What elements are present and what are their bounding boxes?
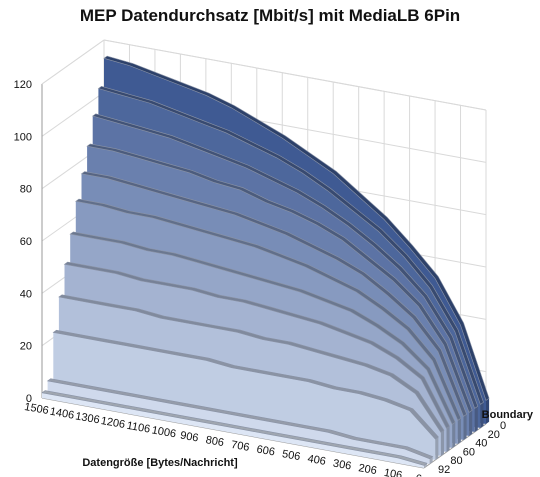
- y-tick-label: 80: [20, 184, 32, 196]
- series-2-top-edge: [52, 329, 439, 440]
- series-8-end-cap: [469, 410, 473, 436]
- series-9-top-edge: [92, 113, 479, 409]
- series-11-top-edge: [103, 55, 490, 401]
- series-ribbons: [41, 55, 490, 468]
- x-tick-label: 306: [332, 458, 352, 473]
- series-2-area: [53, 332, 436, 460]
- series-8-top-edge: [86, 143, 473, 413]
- series-0-top-edge: [41, 390, 428, 466]
- x-axis-title: Datengröße [Bytes/Nachricht]: [82, 457, 238, 469]
- x-tick-label: 1006: [151, 424, 177, 440]
- z-tick-label: 80: [450, 455, 462, 467]
- z-axis-title: Boundary: [482, 409, 534, 421]
- z-tick-label: 20: [488, 429, 500, 441]
- series-10-end-cap: [480, 402, 484, 428]
- x-tick-label: 506: [281, 448, 301, 463]
- z-tick-label: 92: [438, 464, 450, 476]
- left-wall-gridline: [41, 91, 105, 137]
- series-6-top-edge: [75, 198, 462, 421]
- chart-title: MEP Datendurchsatz [Mbit/s] mit MediaLB …: [79, 6, 461, 25]
- x-tick-label: 1406: [49, 406, 75, 422]
- z-tick-label: 40: [475, 438, 487, 450]
- y-tick-label: 20: [20, 341, 32, 353]
- y-tick-label: 120: [14, 79, 32, 91]
- series-9-end-cap: [474, 406, 478, 432]
- series-5-top-edge: [69, 231, 456, 425]
- x-tick-label: 1106: [126, 420, 151, 436]
- z-tick-label: 0: [500, 420, 506, 432]
- x-tick-label: 6: [414, 473, 422, 477]
- x-tick-label: 206: [358, 462, 378, 477]
- series-2-end-cap: [435, 436, 439, 460]
- x-tick-label: 806: [205, 434, 225, 449]
- series-5-end-cap: [452, 422, 456, 448]
- x-tick-label: 1306: [74, 410, 100, 426]
- x-tick-label: 1506: [23, 401, 49, 417]
- series-7-end-cap: [463, 414, 467, 440]
- series-4-end-cap: [446, 426, 450, 452]
- series-1-top-edge: [46, 378, 434, 460]
- wall-top-edge: [41, 39, 105, 85]
- x-tick-label: 906: [179, 430, 199, 445]
- series-10-top-edge: [97, 85, 484, 405]
- wall-top-edge: [103, 39, 487, 111]
- series-7-top-edge: [80, 171, 467, 417]
- y-tick-label: 100: [14, 131, 32, 143]
- series-3-top-edge: [58, 294, 445, 433]
- series-0-area: [42, 392, 424, 468]
- x-tick-label: 1206: [100, 415, 126, 431]
- series-0-end-cap: [424, 463, 428, 468]
- x-tick-label: 606: [256, 444, 276, 459]
- y-tick-label: 0: [26, 393, 32, 405]
- y-tick-label: 40: [20, 288, 32, 300]
- series-1-area: [47, 380, 430, 464]
- series-4-top-edge: [63, 261, 450, 429]
- series-3-end-cap: [440, 430, 444, 456]
- z-tick-label: 60: [463, 446, 475, 458]
- y-tick-label: 60: [20, 236, 32, 248]
- x-tick-label: 706: [230, 439, 250, 454]
- x-tick-label: 106: [383, 467, 403, 477]
- series-6-end-cap: [457, 418, 461, 444]
- series-11-end-cap: [486, 398, 490, 424]
- x-tick-label: 406: [307, 453, 327, 468]
